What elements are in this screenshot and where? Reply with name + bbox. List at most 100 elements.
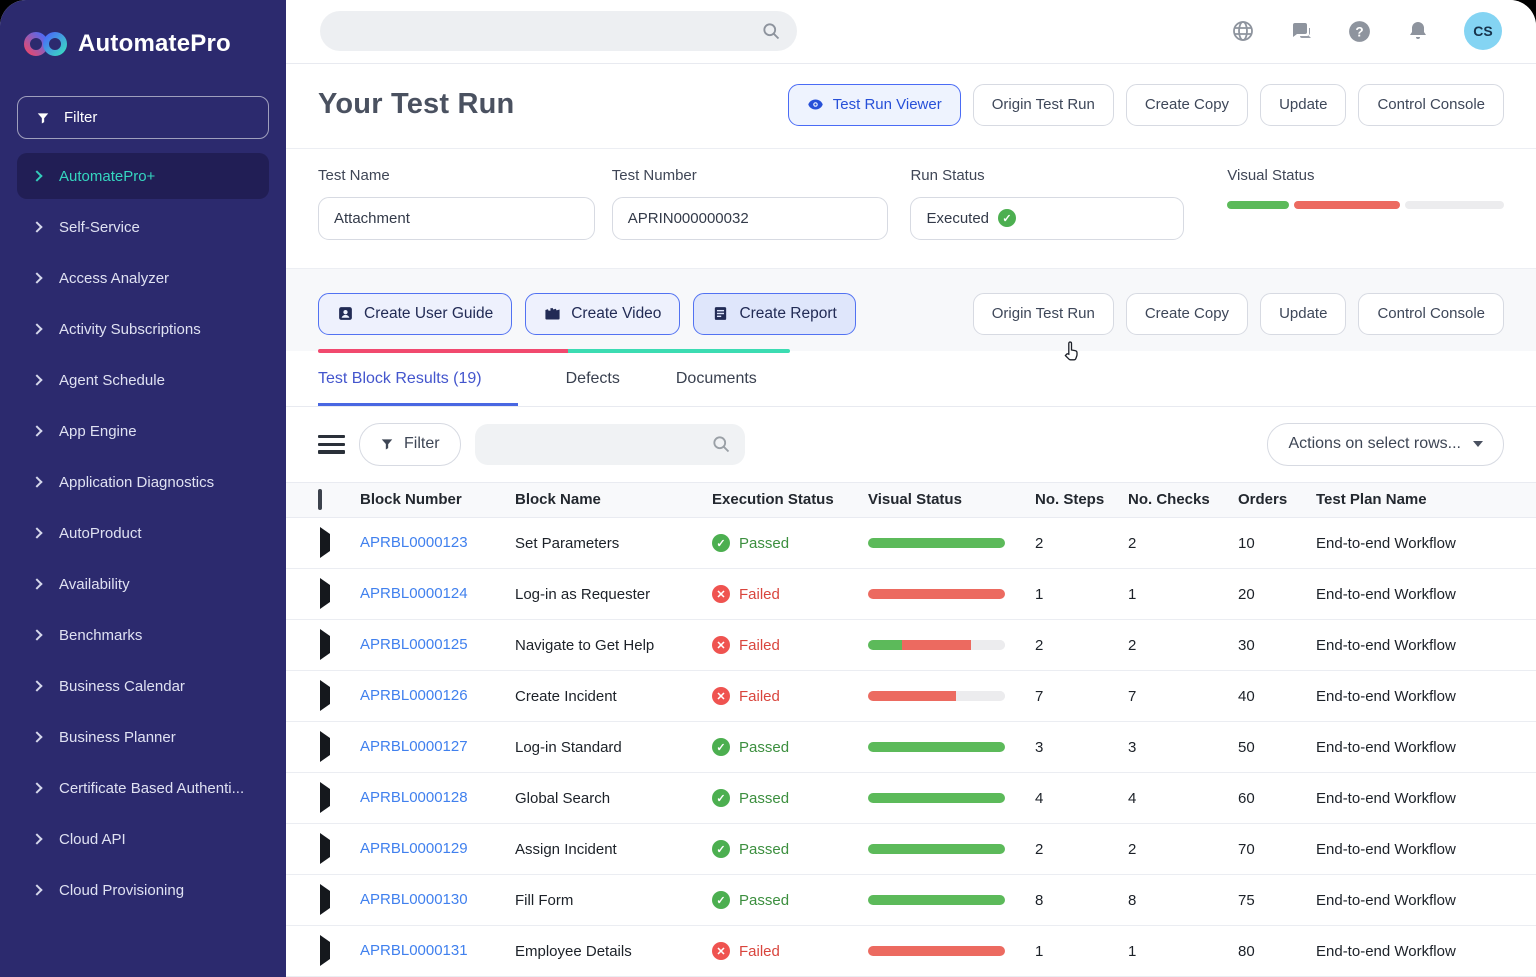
expand-row-icon[interactable]: [320, 884, 330, 915]
visual-status-field: Visual Status: [1227, 167, 1504, 240]
menu-icon[interactable]: [318, 435, 345, 454]
create-copy-button-2[interactable]: Create Copy: [1125, 292, 1249, 335]
sidebar-item-label: AutoProduct: [59, 524, 142, 542]
sidebar-item-availability[interactable]: Availability: [17, 561, 269, 607]
no-checks-value: 2: [1128, 636, 1137, 654]
bar-segment-track: [970, 640, 1005, 650]
visual-status-bar: [868, 640, 1005, 650]
expand-row-icon[interactable]: [320, 527, 330, 558]
bar-segment-red: [902, 640, 971, 650]
block-name: Create Incident: [515, 687, 617, 705]
execution-status-badge: ✓ Passed: [712, 891, 868, 909]
control-console-button-2[interactable]: Control Console: [1358, 292, 1504, 335]
sidebar-filter-button[interactable]: Filter: [17, 96, 269, 139]
sidebar-item-business-calendar[interactable]: Business Calendar: [17, 663, 269, 709]
bar-segment-track: [1405, 200, 1504, 209]
test-name-input[interactable]: Attachment: [318, 196, 595, 240]
block-number-link[interactable]: APRBL0000131: [360, 942, 468, 959]
globe-icon[interactable]: [1231, 19, 1255, 43]
expand-row-icon[interactable]: [320, 731, 330, 762]
create-report-button[interactable]: Create Report: [693, 292, 856, 335]
expand-row-icon[interactable]: [320, 629, 330, 660]
sidebar-item-benchmarks[interactable]: Benchmarks: [17, 612, 269, 658]
block-number-link[interactable]: APRBL0000129: [360, 840, 468, 857]
table-row: APRBL0000124 Log-in as Requester ✕ Failed 1 1…: [286, 569, 1536, 620]
col-block-name: Block Name: [515, 491, 601, 509]
visual-status-bar: [868, 793, 1005, 803]
table-search-input[interactable]: [474, 423, 745, 465]
sidebar-item-activity-subscriptions[interactable]: Activity Subscriptions: [17, 306, 269, 352]
chat-icon[interactable]: [1289, 19, 1313, 43]
block-number-link[interactable]: APRBL0000126: [360, 687, 468, 704]
block-number-link[interactable]: APRBL0000123: [360, 534, 468, 551]
sidebar-item-app-engine[interactable]: App Engine: [17, 408, 269, 454]
chevron-right-icon: [31, 221, 43, 233]
sidebar-item-label: Self-Service: [59, 218, 140, 236]
orders-value: 50: [1238, 738, 1255, 756]
sidebar-item-label: Cloud Provisioning: [59, 881, 185, 899]
sidebar-item-self-service[interactable]: Self-Service: [17, 204, 269, 250]
visual-status-bar: [1227, 200, 1504, 209]
expand-row-icon[interactable]: [320, 935, 330, 966]
block-number-link[interactable]: APRBL0000128: [360, 789, 468, 806]
block-number-link[interactable]: APRBL0000130: [360, 891, 468, 908]
sidebar-item-agent-schedule[interactable]: Agent Schedule: [17, 357, 269, 403]
sidebar-item-access-analyzer[interactable]: Access Analyzer: [17, 255, 269, 301]
sidebar-item-certificate-based-authenti[interactable]: Certificate Based Authenti...: [17, 765, 269, 811]
select-all-checkbox[interactable]: [318, 489, 322, 511]
help-icon[interactable]: ?: [1347, 19, 1372, 44]
create-video-button[interactable]: Create Video: [525, 292, 681, 335]
global-search-input[interactable]: [320, 11, 797, 52]
sidebar-item-business-planner[interactable]: Business Planner: [17, 714, 269, 760]
bar-segment-red: [868, 589, 1005, 599]
no-steps-value: 7: [1035, 687, 1044, 705]
chevron-right-icon: [31, 170, 43, 182]
table-body: APRBL0000123 Set Parameters ✓ Passed 2 2 10 End…: [286, 518, 1536, 977]
infinity-logo-icon: [24, 32, 67, 56]
test-plan-name: End-to-end Workflow: [1316, 636, 1456, 654]
table-filter-button[interactable]: Filter: [359, 422, 461, 466]
block-name: Log-in as Requester: [515, 585, 651, 603]
control-console-button[interactable]: Control Console: [1358, 83, 1504, 126]
sidebar-item-cloud-api[interactable]: Cloud API: [17, 816, 269, 862]
tab-test-block-results-19[interactable]: Test Block Results (19): [318, 351, 518, 406]
tab-documents[interactable]: Documents: [675, 369, 757, 387]
test-number-input[interactable]: APRIN000000032: [611, 196, 889, 240]
update-button-2[interactable]: Update: [1260, 292, 1347, 335]
sidebar-item-cloud-provisioning[interactable]: Cloud Provisioning: [17, 867, 269, 913]
block-number-link[interactable]: APRBL0000125: [360, 636, 468, 653]
sidebar-item-autoproduct[interactable]: AutoProduct: [17, 510, 269, 556]
update-button[interactable]: Update: [1260, 83, 1347, 126]
test-run-viewer-button[interactable]: Test Run Viewer: [787, 83, 961, 126]
avatar[interactable]: CS: [1464, 12, 1502, 51]
block-name: Navigate to Get Help: [515, 636, 655, 654]
table-row: APRBL0000123 Set Parameters ✓ Passed 2 2 10 End…: [286, 518, 1536, 569]
chevron-right-icon: [31, 833, 43, 845]
chevron-right-icon: [31, 680, 43, 692]
expand-row-icon[interactable]: [320, 782, 330, 813]
cross-circle-icon: ✕: [712, 687, 730, 705]
sidebar-item-label: Availability: [59, 575, 130, 593]
sidebar-item-automatepro[interactable]: AutomatePro+: [17, 153, 269, 199]
sidebar-item-application-diagnostics[interactable]: Application Diagnostics: [17, 459, 269, 505]
test-plan-name: End-to-end Workflow: [1316, 891, 1456, 909]
visual-status-bar: [868, 538, 1005, 548]
chevron-right-icon: [31, 527, 43, 539]
expand-row-icon[interactable]: [320, 833, 330, 864]
block-number-link[interactable]: APRBL0000124: [360, 585, 468, 602]
bar-segment-red: [868, 946, 1005, 956]
create-copy-button[interactable]: Create Copy: [1125, 83, 1249, 126]
origin-test-run-button[interactable]: Origin Test Run: [972, 83, 1114, 126]
test-name-label: Test Name: [318, 166, 390, 184]
block-number-link[interactable]: APRBL0000127: [360, 738, 468, 755]
visual-status-bar: [868, 589, 1005, 599]
expand-row-icon[interactable]: [320, 578, 330, 609]
col-no-checks: No. Checks: [1128, 491, 1210, 509]
create-user-guide-button[interactable]: Create User Guide: [318, 292, 513, 335]
actions-dropdown[interactable]: Actions on select rows...: [1267, 422, 1504, 466]
bell-icon[interactable]: [1406, 19, 1430, 43]
tab-defects[interactable]: Defects: [565, 369, 620, 387]
origin-test-run-button-2[interactable]: Origin Test Run: [972, 292, 1114, 335]
expand-row-icon[interactable]: [320, 680, 330, 711]
no-steps-value: 4: [1035, 789, 1044, 807]
